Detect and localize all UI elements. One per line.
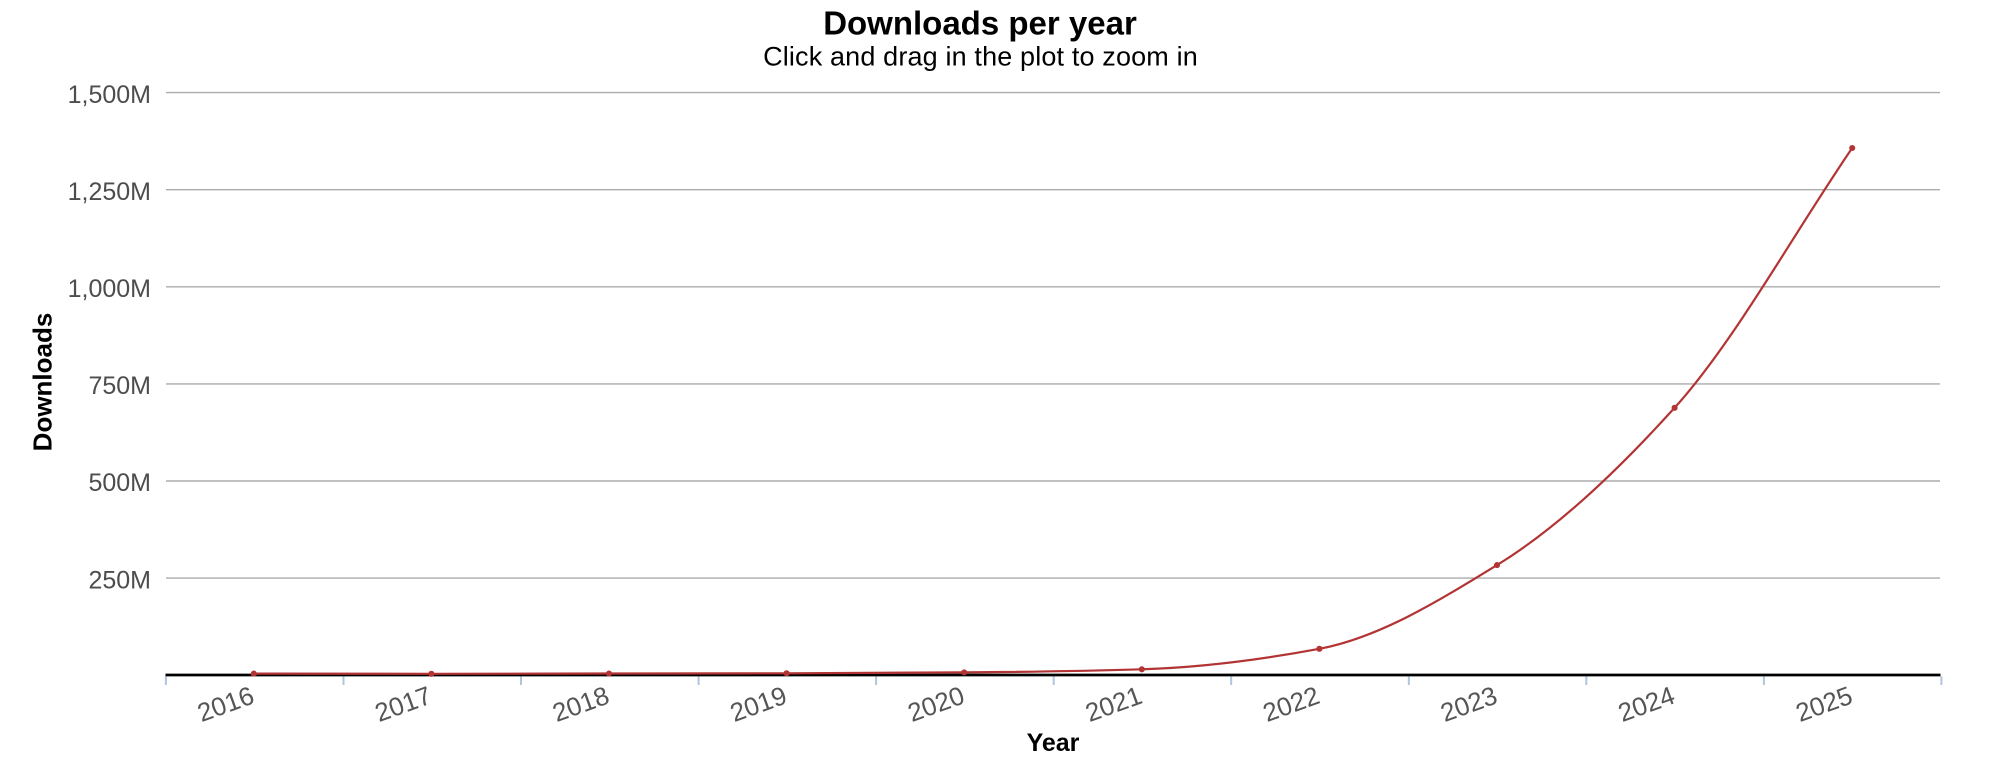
svg-text:Downloads per year: Downloads per year <box>823 5 1137 42</box>
svg-text:250M: 250M <box>88 566 151 594</box>
svg-text:750M: 750M <box>88 372 151 400</box>
svg-text:Click and drag in the plot to: Click and drag in the plot to zoom in <box>763 41 1198 71</box>
svg-text:Downloads: Downloads <box>28 313 58 452</box>
svg-text:1,500M: 1,500M <box>68 81 151 109</box>
svg-text:Year: Year <box>1027 729 1080 757</box>
svg-text:1,000M: 1,000M <box>68 275 151 303</box>
svg-text:500M: 500M <box>88 469 151 497</box>
svg-text:1,250M: 1,250M <box>68 178 151 206</box>
